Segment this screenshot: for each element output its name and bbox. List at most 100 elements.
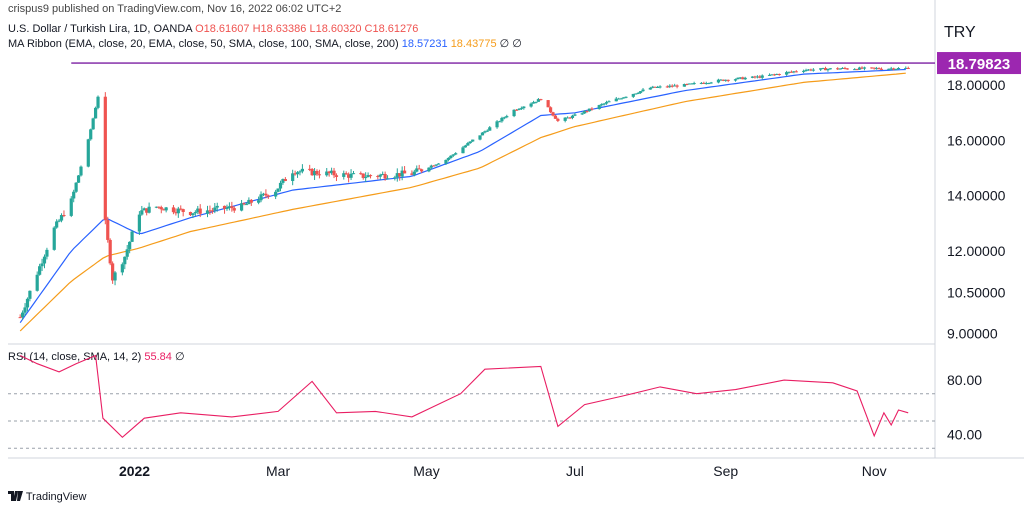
rsi-line: [19, 354, 909, 439]
candle-body: [480, 132, 485, 136]
candle-body: [171, 207, 176, 213]
candle-body: [896, 68, 901, 70]
candle-body: [704, 83, 708, 85]
candle-body: [239, 203, 244, 211]
candle-body: [658, 86, 662, 88]
candle-body: [154, 206, 159, 208]
candle-body: [147, 206, 151, 213]
candle-body: [857, 67, 862, 70]
candle-body: [522, 106, 526, 109]
candle-body: [719, 79, 723, 81]
currency-label: TRY: [944, 24, 976, 41]
candle-body: [176, 208, 180, 214]
candle-body: [755, 76, 759, 78]
candle-body: [872, 67, 876, 69]
candle-body: [59, 215, 64, 221]
price-badge: [937, 52, 1021, 75]
candle-body: [675, 85, 679, 87]
candle-body: [536, 99, 541, 102]
candle-body: [342, 173, 346, 177]
tradingview-logo[interactable]: TradingView: [8, 491, 86, 503]
candle-body: [62, 215, 66, 217]
candle-body: [244, 204, 249, 206]
candle-body: [556, 118, 560, 121]
time-tick-label: Sep: [713, 463, 738, 479]
candle-body: [546, 100, 550, 108]
candle-body: [23, 307, 27, 313]
candle-body: [38, 266, 42, 275]
candle-body: [334, 175, 339, 177]
candle-body: [208, 210, 212, 212]
candle-body: [767, 74, 772, 76]
candle-body: [364, 177, 368, 179]
candle-body: [55, 221, 59, 228]
candle-body: [580, 113, 584, 115]
price-tick-label: 10.50000: [947, 284, 1006, 300]
candle-body: [777, 74, 781, 76]
candle-body: [836, 68, 840, 70]
candle-body: [461, 147, 465, 154]
candle-body: [261, 193, 266, 195]
candle-body: [179, 208, 183, 210]
candle-body: [668, 85, 672, 87]
candle-body: [332, 170, 336, 176]
candle-body: [72, 191, 76, 199]
candle-body: [446, 158, 450, 160]
candle-body: [230, 206, 234, 209]
candle-body: [670, 85, 674, 87]
candle-body: [264, 193, 268, 196]
candle-body: [590, 108, 594, 110]
ma-value-2: 18.43775: [450, 38, 497, 50]
candle-body: [889, 68, 893, 70]
candle-body: [702, 82, 706, 84]
candle-body: [811, 69, 815, 71]
price-tick-label: 16.00000: [947, 132, 1006, 148]
rsi-null: ∅: [174, 351, 185, 363]
candle-body: [624, 96, 628, 98]
candle-body: [344, 173, 348, 175]
time-tick-label: 2022: [119, 463, 150, 479]
candle-body: [162, 209, 166, 211]
symbol-legend[interactable]: U.S. Dollar / Turkish Lira, 1D, OANDA O1…: [8, 23, 418, 35]
candle-body: [378, 174, 382, 177]
candle-body: [415, 168, 419, 172]
ma-nulls: ∅ ∅: [499, 38, 522, 50]
candle-body: [111, 263, 115, 281]
candle-body: [247, 199, 251, 205]
candle-body: [225, 207, 229, 209]
candle-body: [716, 79, 721, 83]
candle-body: [819, 68, 823, 70]
candle-body: [500, 117, 504, 122]
candle-body: [568, 117, 572, 119]
ohlc-open: O18.61607: [195, 23, 250, 35]
candle-body: [821, 68, 825, 70]
candle-body: [463, 145, 468, 148]
candle-body: [760, 75, 764, 78]
candle-body: [259, 194, 263, 201]
rsi-legend[interactable]: RSI (14, close, SMA, 14, 2) 55.84 ∅: [8, 350, 185, 363]
candle-body: [673, 85, 677, 87]
candle-body: [750, 76, 755, 78]
candle-body: [298, 171, 302, 173]
candle-body: [806, 69, 811, 71]
candle-body: [451, 154, 455, 156]
price-tick-label: 14.00000: [947, 188, 1006, 204]
grid-layer: [8, 0, 1024, 459]
candle-body: [232, 208, 236, 211]
candle-body: [130, 231, 134, 242]
candle-body: [96, 96, 100, 108]
candle-body: [213, 207, 217, 211]
price-tick-label: 9.00000: [947, 326, 998, 342]
candle-body: [468, 141, 472, 144]
candle-body: [738, 77, 742, 79]
candle-body: [420, 169, 424, 172]
candle-body: [351, 173, 356, 175]
candle-body: [42, 256, 47, 264]
ma-ribbon-legend[interactable]: MA Ribbon (EMA, close, 20, EMA, close, 5…: [8, 37, 522, 50]
candle-body: [894, 68, 898, 70]
candle-body: [125, 249, 129, 257]
candle-body: [327, 171, 331, 174]
candle-body: [638, 91, 643, 93]
candle-body: [483, 131, 487, 133]
